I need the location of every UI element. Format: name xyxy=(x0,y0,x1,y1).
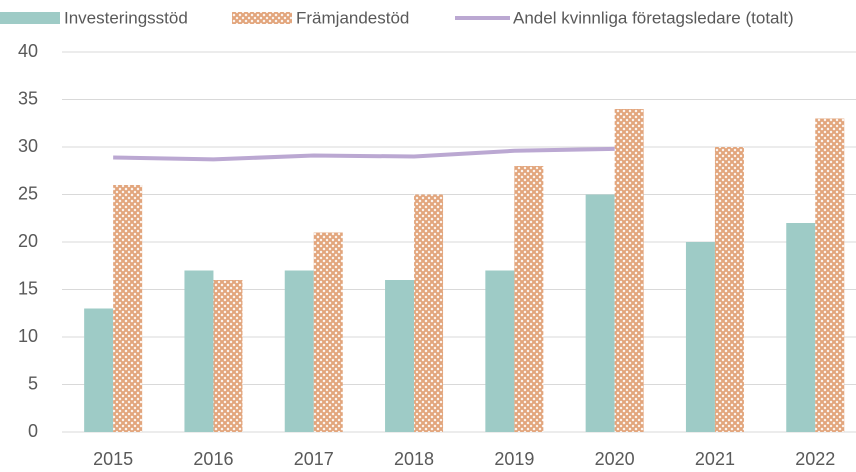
x-tick-label: 2019 xyxy=(494,449,534,469)
chart: 0 5 10 15 20 25 30 35 40 2015 2016 2017 2018 2019 2020… xyxy=(0,0,856,472)
legend-label: Främjandestöd xyxy=(296,8,409,27)
y-tick-label: 0 xyxy=(28,421,38,441)
x-tick-label: 2021 xyxy=(695,449,735,469)
bar xyxy=(686,242,715,432)
x-tick-label: 2017 xyxy=(294,449,334,469)
bar xyxy=(586,195,615,433)
y-tick-label: 40 xyxy=(18,41,38,61)
y-tick-label: 25 xyxy=(18,183,38,203)
x-tick-label: 2016 xyxy=(193,449,233,469)
legend-label: Investeringsstöd xyxy=(64,8,188,27)
y-tick-label: 35 xyxy=(18,88,38,108)
bar xyxy=(485,271,514,433)
x-tick-label: 2018 xyxy=(394,449,434,469)
legend-label: Andel kvinnliga företagsledare (totalt) xyxy=(513,8,794,27)
line xyxy=(113,149,615,159)
bar xyxy=(786,223,815,432)
y-tick-label: 20 xyxy=(18,231,38,251)
y-tick-label: 30 xyxy=(18,136,38,156)
y-tick-label: 5 xyxy=(28,373,38,393)
bar xyxy=(314,233,343,433)
legend-swatch xyxy=(232,12,292,24)
y-tick-label: 15 xyxy=(18,278,38,298)
x-tick-label: 2022 xyxy=(795,449,835,469)
bar xyxy=(514,166,543,432)
y-tick-label: 10 xyxy=(18,326,38,346)
legend-swatch xyxy=(0,12,60,24)
bar xyxy=(213,280,242,432)
bar xyxy=(84,309,113,433)
bar xyxy=(414,195,443,433)
bar xyxy=(815,119,844,433)
bar xyxy=(615,109,644,432)
bar xyxy=(385,280,414,432)
bar xyxy=(285,271,314,433)
x-tick-label: 2015 xyxy=(93,449,133,469)
x-tick-label: 2020 xyxy=(595,449,635,469)
bar xyxy=(113,185,142,432)
bar xyxy=(715,147,744,432)
bar xyxy=(184,271,213,433)
legend: Investeringsstöd Främjandestöd Andel kvinn… xyxy=(0,8,794,27)
